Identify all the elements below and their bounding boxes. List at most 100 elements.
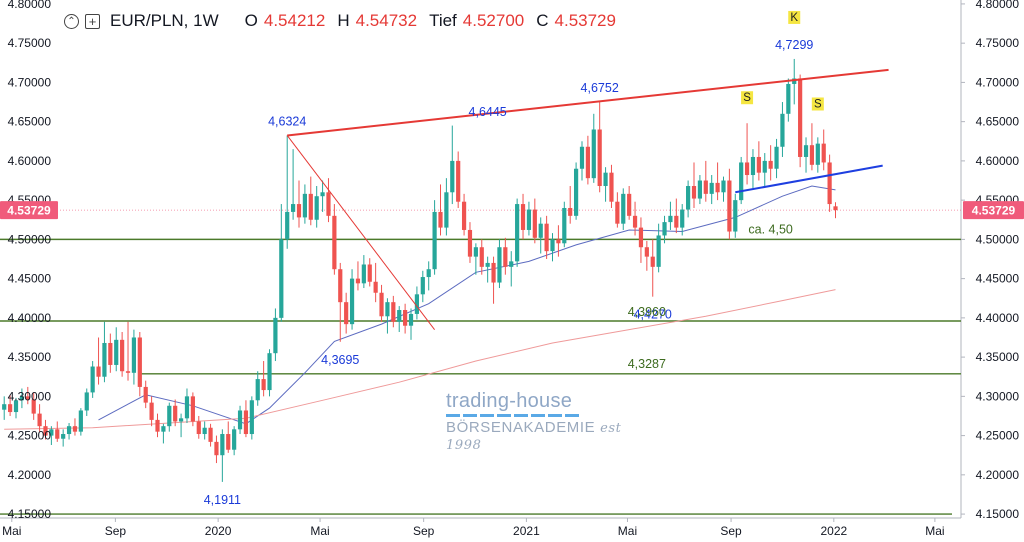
candle — [367, 258, 372, 287]
candle-body — [25, 396, 30, 400]
candle — [450, 125, 455, 205]
candle-body — [114, 339, 119, 365]
candle-body — [349, 278, 355, 325]
y-tick-label-left: 4.30000 — [8, 389, 52, 403]
y-tick-label-left: 4.50000 — [8, 232, 52, 246]
last-price-tag-left-bg — [0, 201, 58, 220]
candle — [780, 102, 785, 157]
candle-body — [426, 269, 431, 278]
candle — [798, 74, 803, 168]
candle — [114, 327, 119, 372]
candle — [102, 321, 107, 383]
candle — [597, 101, 602, 193]
candle — [479, 239, 484, 275]
axis-layer — [0, 0, 962, 519]
candle — [680, 204, 685, 236]
y-tick-label-left: 4.45000 — [8, 272, 52, 286]
level-label: ca. 4,50 — [748, 222, 793, 236]
candle-body — [680, 209, 685, 228]
candle-body — [721, 180, 726, 193]
candle — [792, 58, 797, 105]
candle — [491, 256, 496, 304]
candle — [196, 415, 201, 439]
candle-body — [373, 281, 378, 293]
candle-body — [597, 129, 602, 187]
trendlines — [286, 68, 889, 330]
candle — [809, 123, 815, 171]
open-label: O — [244, 11, 258, 30]
candle-body — [226, 434, 231, 450]
y-tick-label-right: 4.50000 — [976, 232, 1020, 246]
candle — [609, 164, 614, 208]
y-tick-label-right: 4.80000 — [976, 0, 1020, 11]
horizontal-levels — [0, 209, 961, 515]
x-tick-label: Mai — [2, 524, 21, 538]
candle-body — [173, 405, 178, 422]
y-tick-label-left: 4.75000 — [8, 36, 52, 50]
candle — [485, 256, 490, 283]
last-price-tags: 4.53729 4.53729 — [0, 201, 1024, 220]
candle — [532, 198, 537, 244]
candle-body — [556, 239, 561, 244]
candle — [544, 215, 549, 259]
candle — [414, 286, 420, 320]
candle-body — [762, 160, 767, 173]
close-value: 4.53729 — [554, 11, 616, 30]
candle — [267, 349, 272, 397]
x-tick-label: Mai — [618, 524, 637, 538]
candle — [184, 388, 190, 424]
candle — [66, 423, 72, 440]
candle — [515, 198, 520, 267]
candle — [385, 298, 390, 334]
pattern-marker-bg — [788, 10, 801, 24]
x-tick-label: Sep — [720, 524, 742, 538]
candle-body — [803, 145, 809, 157]
candle — [627, 186, 632, 220]
symbol-label[interactable]: EUR/PLN, 1W — [110, 11, 219, 30]
candle-body — [621, 193, 626, 224]
price-axis-labels: 4.15000 4.15000 4.20000 4.20000 4.25000 4.250… — [8, 0, 1020, 521]
candle-body — [715, 182, 720, 193]
y-tick-label-left: 4.15000 — [8, 507, 52, 521]
candle — [715, 162, 720, 201]
candle-body — [61, 434, 66, 439]
candle-body — [208, 427, 213, 442]
candle — [137, 331, 142, 397]
candle — [55, 421, 60, 442]
candle — [579, 141, 585, 181]
candle-body — [2, 404, 7, 410]
candle — [621, 188, 626, 230]
candle — [786, 78, 791, 122]
candle — [556, 225, 561, 257]
candle-body — [414, 294, 420, 314]
candle — [744, 123, 750, 185]
collapse-icon[interactable]: ⌃ — [64, 13, 79, 29]
candle-body — [562, 207, 567, 244]
candle — [815, 137, 820, 173]
x-tick-label: Sep — [105, 524, 127, 538]
candle-body — [444, 192, 449, 228]
candle — [143, 380, 148, 409]
candle — [709, 175, 714, 205]
candle — [349, 269, 355, 330]
candle-body — [338, 269, 343, 303]
candle-body — [509, 261, 514, 267]
candle — [461, 193, 467, 236]
candle — [279, 204, 284, 322]
candle — [273, 308, 278, 362]
candle-body — [320, 192, 325, 197]
candle — [827, 154, 832, 212]
candle — [638, 217, 644, 263]
add-symbol-icon[interactable]: + — [85, 13, 100, 29]
candle — [585, 135, 590, 185]
high-label: H — [337, 11, 350, 30]
y-tick-label-right: 4.70000 — [976, 75, 1020, 89]
candle-body — [202, 427, 207, 435]
annotation-labels: 4,6324 4,6445 4,6752 4,7299 4,3695 4,4270 4,19… — [204, 10, 824, 507]
candle — [61, 429, 66, 447]
last-price-tag-right-bg — [963, 201, 1024, 220]
trendline-falling-line — [286, 135, 435, 330]
candle-body — [668, 215, 673, 223]
level-label: 4,3960 — [628, 305, 666, 319]
